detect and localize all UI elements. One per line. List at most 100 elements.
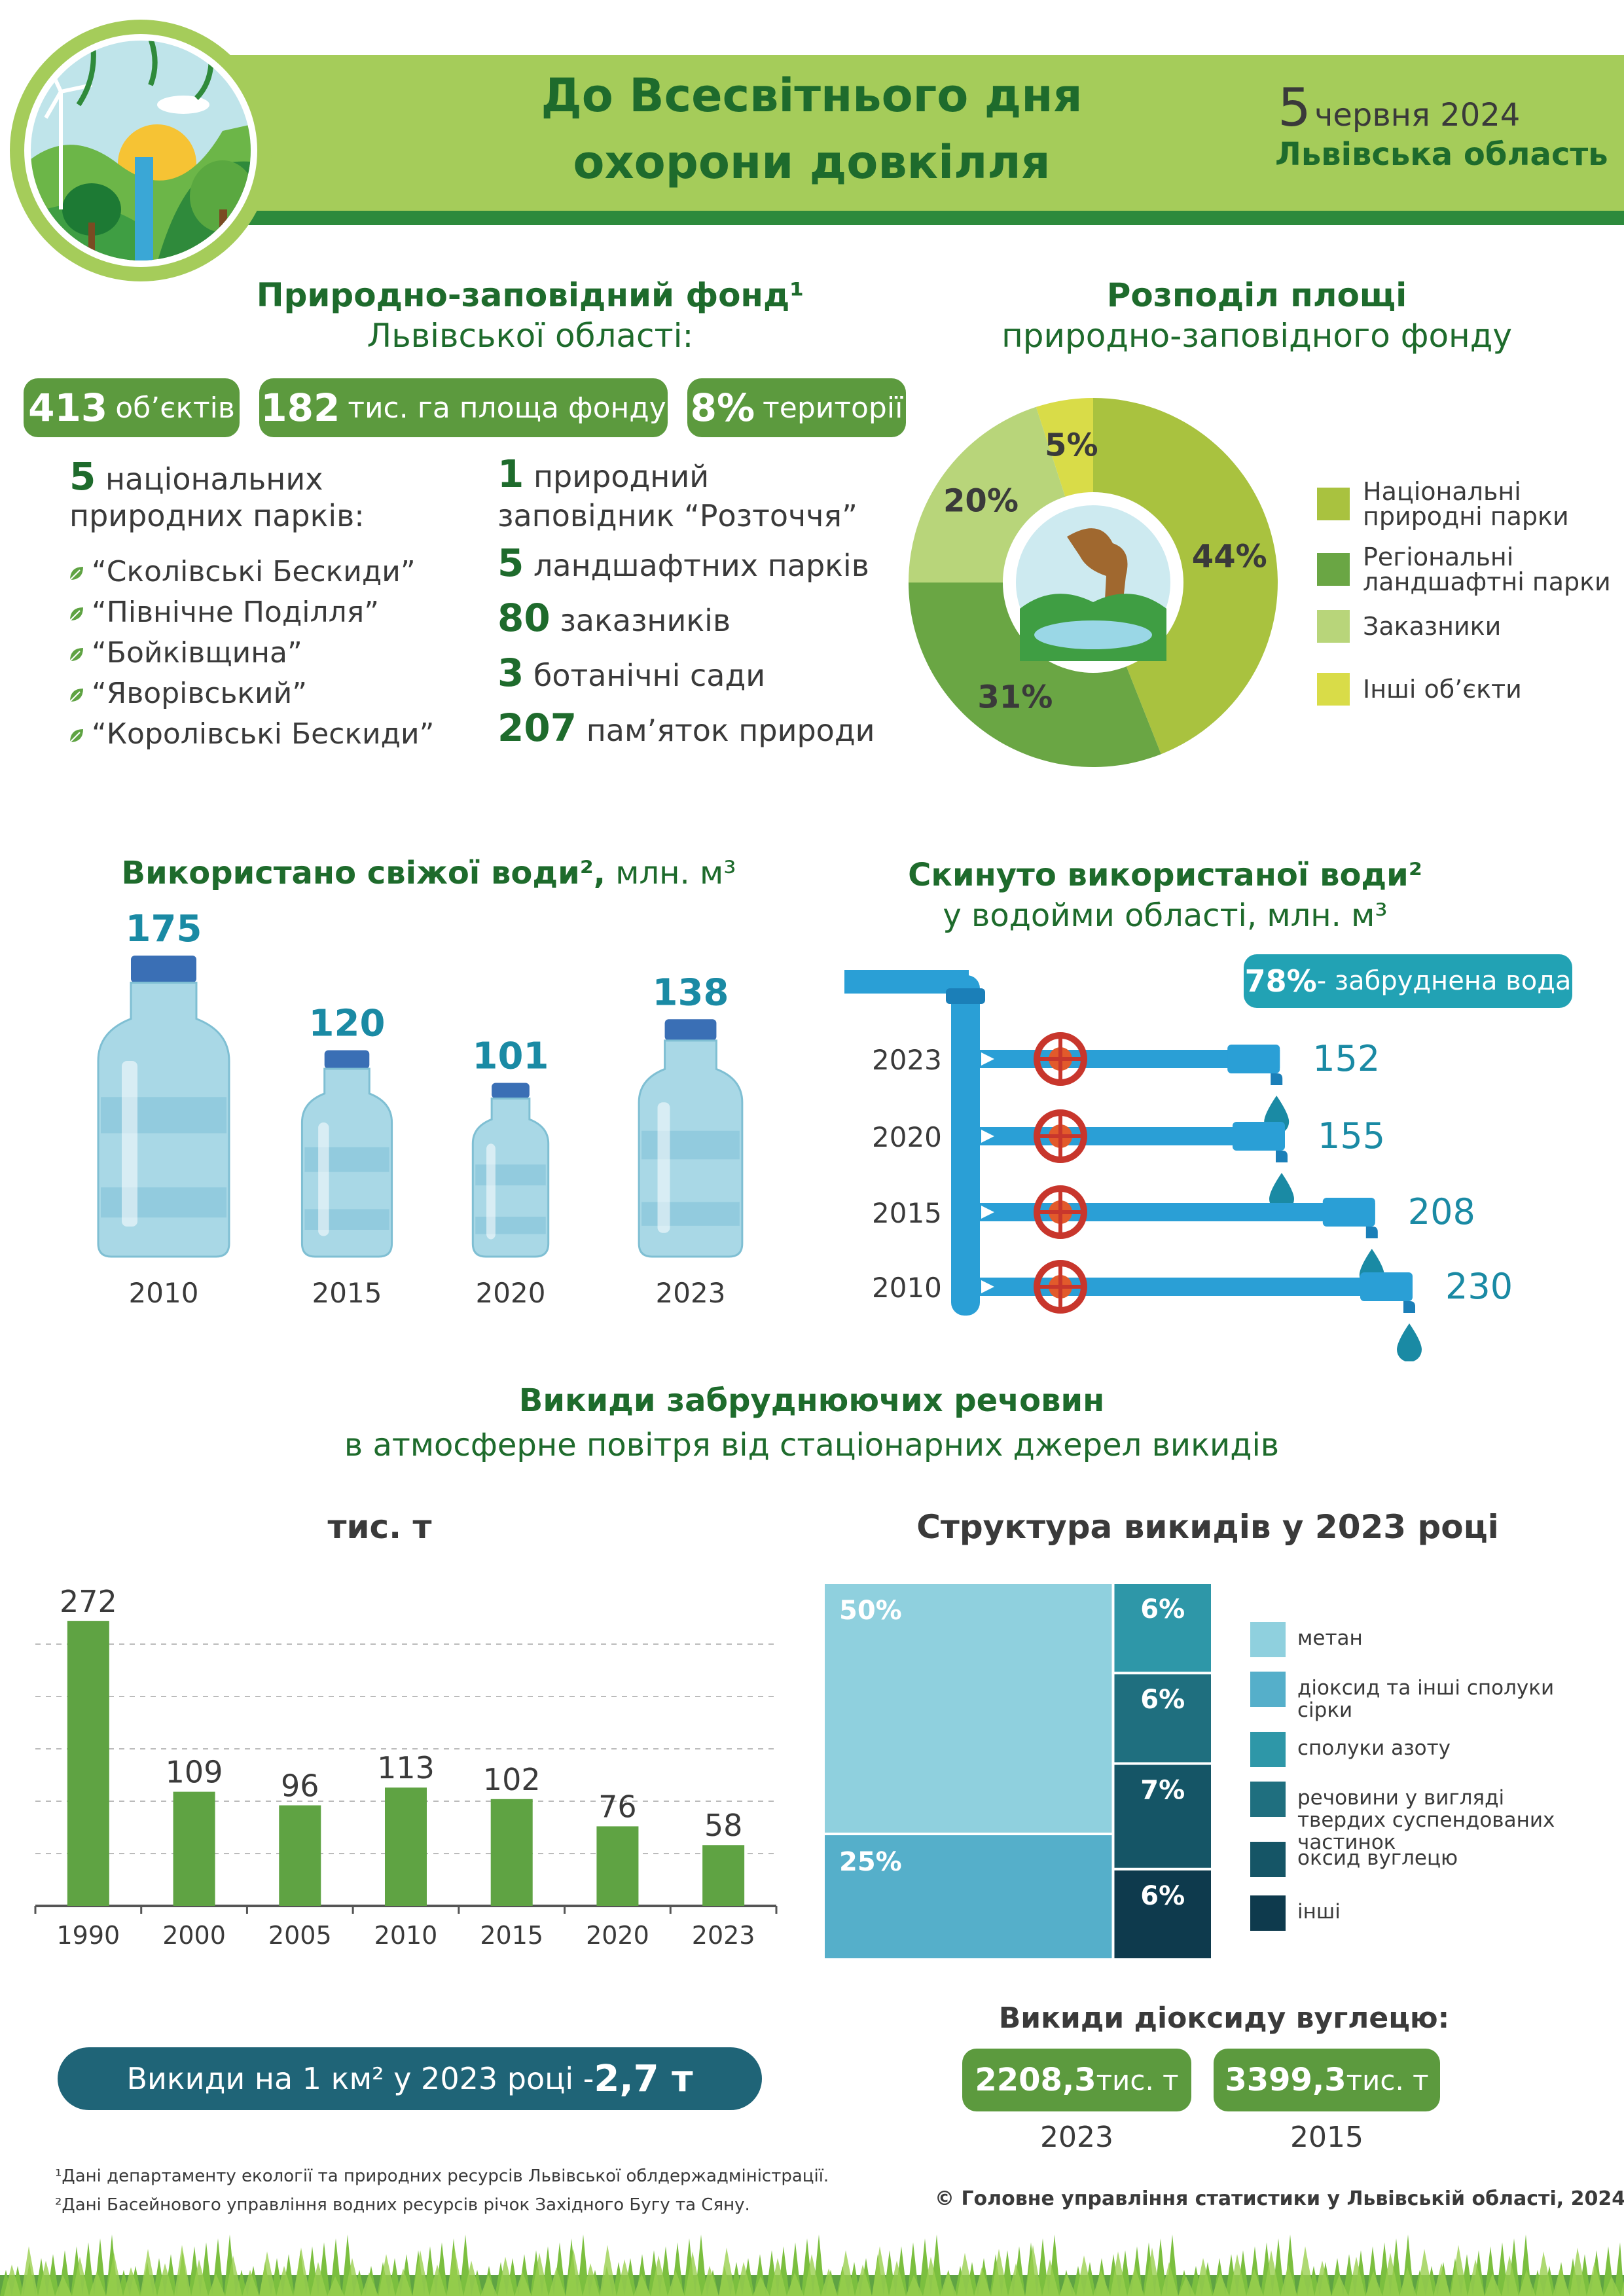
treemap-cell [825,1584,1112,1833]
pie-slice [1093,398,1278,755]
copyright: © Головне управління статистики у Львівс… [935,2187,1624,2210]
emissions-title: Викиди забруднюючих речовин в атмосферне… [157,1378,1466,1467]
legend-label: Інші об’єкти [1363,675,1522,704]
discharged-title-line1: Скинуто використаної води² [908,857,1422,893]
bottle-year-label: 2020 [476,1277,546,1309]
distribution-pie-chart: 44% 31% 20% 5% [909,398,1278,767]
bottle-cap [324,1050,370,1069]
legend-item: Заказники [1317,610,1624,643]
page-title-line2: охорони довкілля [573,135,1051,189]
park-name: “Північне Поділля” [92,596,380,629]
bottle-cap [664,1019,717,1041]
stat-landscape-parks: 5 ландшафтних парків [497,541,869,585]
pipe-value-label: 152 [1312,1038,1380,1079]
pipe-outlet [1322,1198,1375,1227]
emission-bar [279,1805,321,1906]
legend-swatch [1317,673,1350,706]
treemap-cell [1114,1584,1211,1672]
legend-label: метан [1297,1626,1363,1650]
emission-bar [702,1845,745,1906]
discharged-water-pipe-chart: 2023 152 2020 155 2015 208 2010 230 [844,970,1513,1361]
pipe-elbow [1403,1301,1415,1313]
legend-swatch [1317,488,1350,520]
bar-year-label: 2015 [480,1921,543,1950]
legend-item: інші [1250,1895,1592,1931]
bar-value-label: 109 [166,1755,223,1790]
pipe-outlet [1360,1272,1413,1301]
legend-swatch [1250,1672,1286,1707]
legend-label: діоксид та інші сполуки сірки [1297,1676,1555,1722]
treemap-cell [1114,1870,1211,1958]
legend-swatch [1250,1732,1286,1767]
valve-spokes [1037,1189,1084,1236]
legend-label: оксид вуглецю [1297,1846,1458,1870]
bar-value-label: 102 [483,1762,541,1797]
bottle-cap [131,956,196,983]
list-item: “Бойківщина” [68,636,302,670]
list-item: “Королівські Бескиди” [68,717,434,751]
pipe-year-label: 2015 [872,1197,942,1229]
bottle-value-label: 120 [309,1003,386,1045]
bottle-value-label: 138 [653,971,729,1014]
bottle-value-label: 175 [126,908,202,950]
page-title: До Всесвітнього дня охорони довкілля [419,62,1204,196]
grass-blades-light [0,2245,1624,2296]
stat-text: ботанічні сади [533,658,766,693]
lake-shape [1034,620,1152,649]
bar-value-label: 58 [704,1808,743,1843]
bottle-cap [492,1083,530,1099]
co2-pill-2023: 2208,3 тис. т [962,2049,1191,2111]
pie-slice-label: 5% [1045,427,1098,464]
parks-heading-line2: природних парків: [69,498,365,533]
pipe-elbow [1365,1227,1378,1238]
footnote-2: ²Дані Басейнового управління водних ресу… [55,2195,750,2215]
fund-pill-area-text: тис. га площа фонду [348,391,666,425]
legend-label: сполуки азоту [1297,1736,1451,1760]
legend-item: речовини у вигляді твердих суспендованих… [1250,1782,1592,1854]
emission-bar [385,1787,427,1906]
co2-pill-unit: тис. т [1096,2064,1179,2096]
emissions-bar-chart: 272 1990 109 2000 96 2005 113 2010 102 2015 76 2020… [34,1584,778,1950]
co2-year-2015: 2015 [1290,2121,1363,2154]
fund-pill-objects-num: 413 [28,386,108,430]
per-km-text: Викиди на 1 км² у 2023 році - [126,2061,594,2096]
leaf-icon [69,648,83,662]
bar-value-label: 76 [598,1789,637,1824]
legend-swatch [1317,553,1350,586]
fund-pill-territory-num: 8% [690,386,755,430]
header-date-day: 5 [1278,77,1311,138]
discharged-title: Скинуто використаної води² у водойми обл… [838,855,1492,936]
valve-spokes [1037,1263,1084,1310]
pipe-value-label: 155 [1318,1115,1385,1157]
stat-num: 3 [497,651,524,695]
flow-arrow-icon [981,1130,994,1143]
list-item: “Сколівські Бескиди” [68,555,416,588]
fresh-water-title-bold: Використано свіжої води², [121,855,605,891]
parks-heading-num: 5 [69,454,96,499]
bottle-rib [304,1209,389,1230]
emissions-unit-label: тис. т [327,1508,432,1546]
header-band [157,55,1624,211]
bar-year-label: 2000 [162,1921,226,1950]
valve-spokes [1037,1113,1084,1160]
bottle-year-label: 2010 [129,1277,199,1309]
treemap-label: 6% [1140,1594,1185,1624]
legend-swatch [1250,1895,1286,1931]
bottle-year-label: 2023 [656,1277,726,1309]
treemap-label: 50% [839,1596,902,1626]
pipe-row [965,1109,1294,1211]
park-name: “Яворівський” [92,677,307,710]
fund-pill-area: 182 тис. га площа фонду [259,378,668,437]
pipe-elbow [1276,1151,1288,1162]
bottle-rib [475,1164,546,1186]
park-name: “Бойківщина” [92,636,302,670]
legend-swatch [1250,1842,1286,1877]
distribution-title-line2: природно-заповідного фонду [1001,317,1512,355]
bar-year-label: 2023 [692,1921,755,1950]
fund-pill-objects-text: об’єктів [115,391,235,425]
bottle-highlight [122,1061,137,1227]
stat-reserve-text2: заповідник “Розточчя” [497,498,857,533]
water-drop-icon [1397,1323,1422,1361]
treemap-label: 25% [839,1847,902,1877]
branch-pipe [965,1278,1413,1296]
